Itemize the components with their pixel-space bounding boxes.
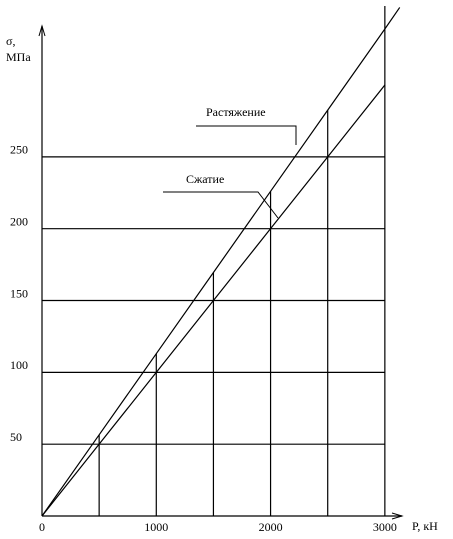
series-line [41, 84, 386, 517]
x-tick-label: 2000 [259, 520, 283, 534]
y-axis-label: σ, [6, 34, 15, 48]
y-axis-label: МПа [6, 50, 31, 64]
label-leader [163, 191, 279, 219]
label-leader [196, 125, 297, 145]
y-axis-arrow [38, 24, 46, 37]
y-tick-label: 250 [10, 143, 28, 157]
x-axis-label: P, кН [412, 519, 438, 533]
series-label: Растяжение [206, 105, 266, 119]
x-tick-label: 3000 [373, 520, 397, 534]
x-tick-label: 0 [39, 520, 45, 534]
y-tick-label: 50 [10, 430, 22, 444]
y-tick-label: 150 [10, 286, 28, 300]
series-line [41, 7, 401, 517]
series-label: Сжатие [186, 172, 224, 186]
y-tick-label: 200 [10, 214, 28, 228]
x-axis-arrow [391, 512, 404, 520]
y-tick-label: 100 [10, 358, 28, 372]
x-tick-label: 1000 [144, 520, 168, 534]
